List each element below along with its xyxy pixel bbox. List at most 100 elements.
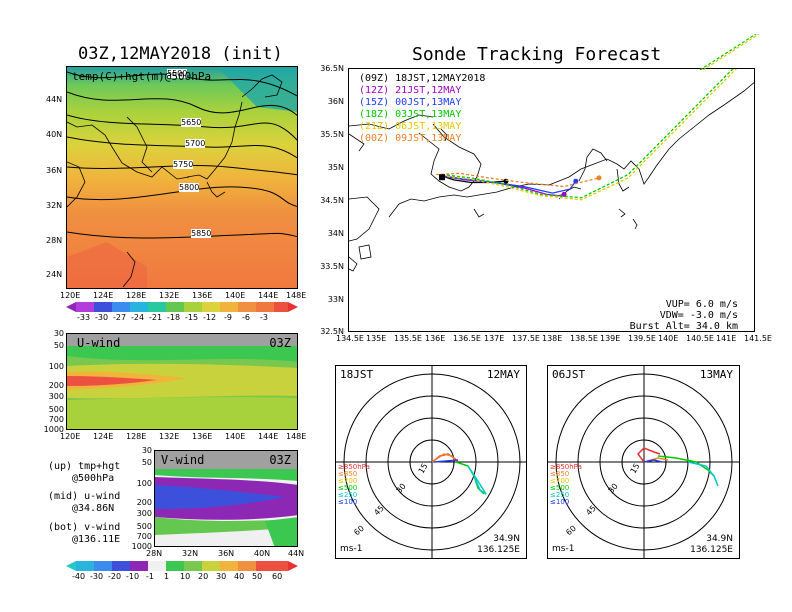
- lon-tick: 132E: [159, 291, 180, 300]
- p-tick: 700: [48, 415, 64, 424]
- track-line: [441, 175, 565, 197]
- contour-label: 5800: [179, 183, 200, 192]
- colorbar-tick: -33: [77, 313, 91, 322]
- hodo-unit: ms-1: [340, 544, 363, 554]
- lon-tick: 124E: [93, 291, 114, 300]
- colorbar-tick: -3: [260, 313, 268, 322]
- level-label: ≤850: [338, 470, 358, 478]
- level-label: ≤500: [338, 484, 358, 492]
- lon-tick: 124E: [93, 432, 114, 441]
- colorbar-tick: -9: [224, 313, 232, 322]
- lat-tick: 40N: [46, 130, 63, 139]
- legend-label: (00Z) 09JST,13MAY: [359, 133, 462, 144]
- lon-tick: 137E: [484, 334, 505, 343]
- lon-tick: 120E: [60, 291, 81, 300]
- burst-alt-text: Burst Alt= 34.0 km: [629, 321, 738, 332]
- u-wind-plot: [67, 334, 297, 429]
- u-wind-cross-section: U-wind 03Z: [66, 333, 298, 430]
- lon-tick: 144E: [258, 432, 279, 441]
- colorbar-tick: -1: [146, 572, 154, 581]
- map-panel-label: temp(C)+hgt(m)@500hPa: [72, 70, 212, 83]
- legend-entry: (00Z) 09JST,13MAY: [359, 133, 485, 145]
- v-wind-time: 03Z: [269, 453, 291, 467]
- lat-tick: 32.5N: [320, 327, 344, 336]
- p-tick: 300: [48, 392, 64, 401]
- track-lon-axis: 134.5E 135E 135.5E 136E 136.5E 137E 137.…: [336, 334, 776, 344]
- colorbar-tick: -27: [113, 313, 127, 322]
- colorbar-tick: -12: [203, 313, 217, 322]
- hodo-lat: 34.9N: [493, 534, 520, 544]
- legend-label: (15Z) 00JST,13MAY: [359, 97, 462, 108]
- track-legend: (09Z) 18JST,12MAY2018 (12Z) 21JST,12MAY …: [359, 73, 485, 145]
- contour-label: 5850: [191, 229, 212, 238]
- lat-tick: 35N: [327, 163, 344, 172]
- lon-tick: 134.5E: [336, 334, 364, 343]
- temperature-height-map: 5500 5650 5700 5750 5800 5850 temp(C)+hg…: [66, 66, 298, 289]
- lat-tick: 24N: [46, 270, 63, 279]
- colorbar-tick: -30: [95, 313, 109, 322]
- lon-tick: 135.5E: [394, 334, 422, 343]
- vup-text: VUP= 6.0 m/s: [665, 299, 738, 310]
- level-label: ≥850hPa: [338, 463, 370, 471]
- p-tick: 100: [136, 479, 152, 488]
- colorbar-tick: -24: [131, 313, 145, 322]
- lon-tick: 120E: [60, 432, 81, 441]
- side-legend-bot-level: @136.11E: [72, 534, 121, 545]
- track-line: [441, 69, 737, 201]
- side-legend-up: (up) tmp+hgt: [48, 461, 121, 472]
- vdw-text: VDW= -3.0 m/s: [659, 310, 738, 321]
- hodo-level-legend: ≥850hPa ≤850 ≤700 ≤500 ≤250 ≤100: [550, 464, 582, 506]
- temperature-height-map-plot: [67, 67, 297, 288]
- v-wind-cross-section: V-wind 03Z: [154, 450, 298, 547]
- legend-entry: (18Z) 03JST,13MAY: [359, 109, 485, 121]
- legend-label: (21Z) 06JST,13MAY: [359, 121, 462, 132]
- track-line: [436, 172, 600, 188]
- lon-tick: 140E: [225, 432, 246, 441]
- level-label: ≤850: [550, 470, 570, 478]
- map-lon-axis: 120E 124E 128E 132E 136E 140E 144E 148E: [60, 291, 310, 301]
- level-label: ≤500: [550, 484, 570, 492]
- v-wind-lat-axis: 28N 32N 36N 40N 44N: [146, 549, 306, 559]
- colorbar-tick: 1: [164, 572, 170, 581]
- hodograph-1: 18JST 12MAY 15 30 45 60 ≥850hPa ≤850 ≤70…: [335, 365, 527, 559]
- lon-tick: 138.5E: [570, 334, 598, 343]
- colorbar-tick: -21: [149, 313, 163, 322]
- p-tick: 700: [136, 532, 152, 541]
- lat-tick: 28N: [46, 236, 63, 245]
- lon-tick: 132E: [159, 432, 180, 441]
- lon-tick: 144E: [258, 291, 279, 300]
- track-overflow: [700, 34, 760, 70]
- temperature-colorbar: [66, 302, 298, 312]
- lat-tick: 36N: [218, 549, 235, 558]
- lon-tick: 140E: [225, 291, 246, 300]
- lat-tick: 36N: [46, 166, 63, 175]
- hodo-date: 13MAY: [699, 368, 733, 381]
- track-map: (09Z) 18JST,12MAY2018 (12Z) 21JST,12MAY …: [348, 68, 755, 332]
- colorbar-tick: 20: [198, 572, 209, 581]
- colorbar-tick: 30: [216, 572, 227, 581]
- legend-entry: (15Z) 00JST,13MAY: [359, 97, 485, 109]
- colorbar-tick: -18: [167, 313, 181, 322]
- u-wind-p-axis: 30 50 100 200 300 500 700 1000: [42, 329, 64, 434]
- lon-tick: 128E: [126, 291, 147, 300]
- p-tick: 1000: [43, 425, 64, 434]
- colorbar-tick: -40: [72, 572, 86, 581]
- lon-tick: 128E: [126, 432, 147, 441]
- level-label: ≤700: [550, 477, 570, 485]
- hodograph-2-plot: [548, 366, 739, 558]
- colorbar-tick: -30: [90, 572, 104, 581]
- lon-tick: 136E: [192, 432, 213, 441]
- track-map-plot: [349, 69, 754, 272]
- lat-tick: 40N: [254, 549, 271, 558]
- lon-tick: 136.5E: [453, 334, 481, 343]
- lat-tick: 44N: [288, 549, 305, 558]
- p-tick: 50: [53, 341, 64, 350]
- lon-tick: 148E: [286, 291, 307, 300]
- level-label: ≤250: [338, 491, 358, 499]
- track-line: [441, 69, 734, 199]
- p-tick: 50: [141, 458, 152, 467]
- lon-tick: 141E: [716, 334, 737, 343]
- main-title: Sonde Tracking Forecast: [412, 44, 662, 65]
- contour-label: 5500: [167, 69, 188, 78]
- lat-tick: 28N: [146, 549, 163, 558]
